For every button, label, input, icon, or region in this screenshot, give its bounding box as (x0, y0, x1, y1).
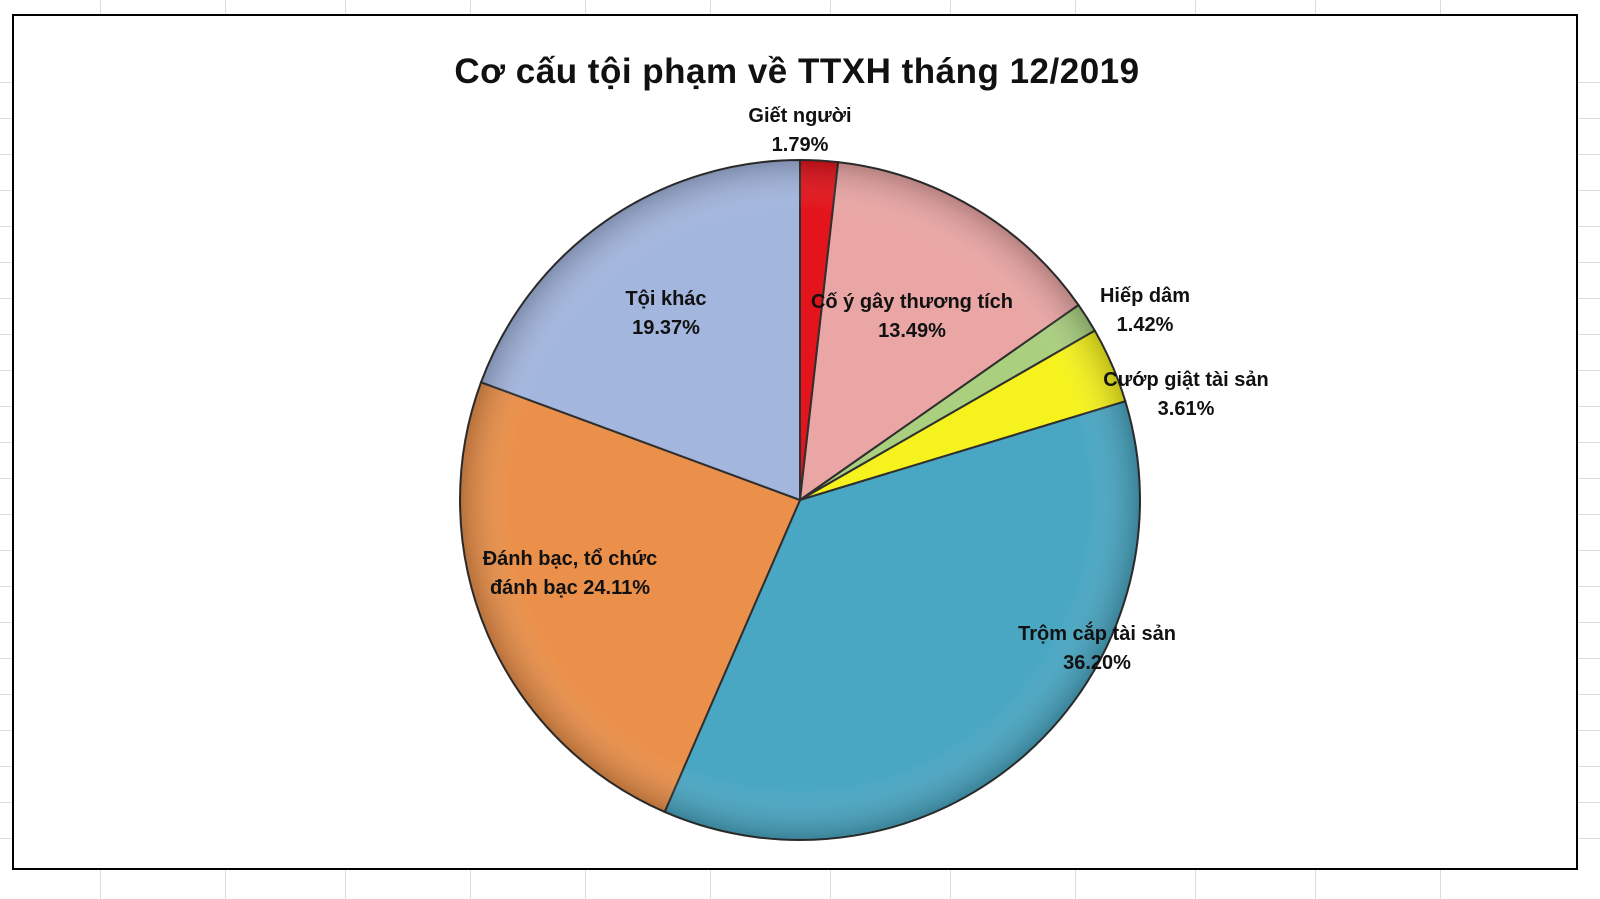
slice-data-label: Đánh bạc, tổ chức đánh bạc 24.11% (483, 548, 658, 599)
slice-data-label: Cố ý gây thương tích 13.49% (811, 291, 1013, 342)
chart-title: Cơ cấu tội phạm về TTXH tháng 12/2019 (454, 52, 1140, 91)
slice-data-label: Cướp giật tài sản 3.61% (1103, 369, 1268, 420)
slice-data-label: Trộm cắp tài sản 36.20% (1018, 621, 1176, 674)
slice-data-label: Tội khác 19.37% (625, 288, 706, 339)
slice-data-label: Giết người 1.79% (748, 105, 851, 156)
slice-data-label: Hiếp dâm 1.42% (1100, 285, 1190, 336)
